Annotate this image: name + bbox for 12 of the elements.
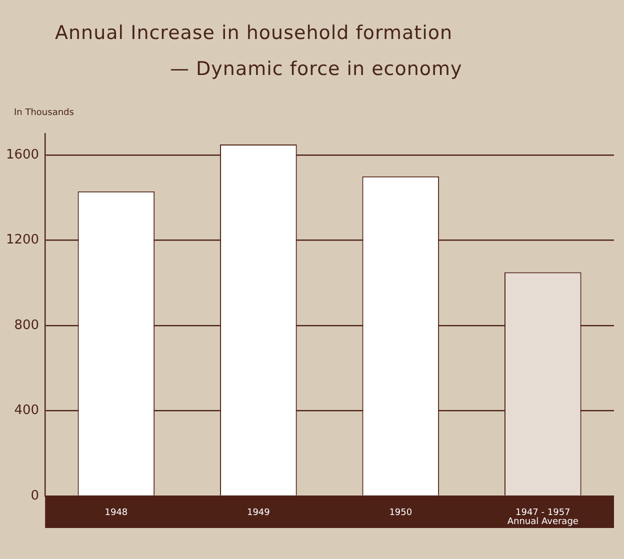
y-axis-title: In Thousands — [14, 108, 74, 118]
y-tick-label: 1200 — [6, 232, 40, 248]
y-tick-label: 1600 — [6, 147, 40, 162]
chart-title: Annual Increase in household formation — [55, 22, 453, 44]
y-tick-label: 0 — [30, 488, 40, 504]
x-tick-label: 1950 — [389, 508, 412, 518]
x-tick-label: 1949 — [246, 508, 270, 518]
chart-subtitle: — Dynamic force in economy — [170, 58, 462, 80]
y-tick-label: 800 — [14, 318, 40, 333]
y-tick-label: 400 — [14, 403, 40, 418]
x-tick-label: 1948 — [104, 508, 128, 518]
x-tick-label: 1947 - 1957 Annual Average — [507, 508, 579, 527]
